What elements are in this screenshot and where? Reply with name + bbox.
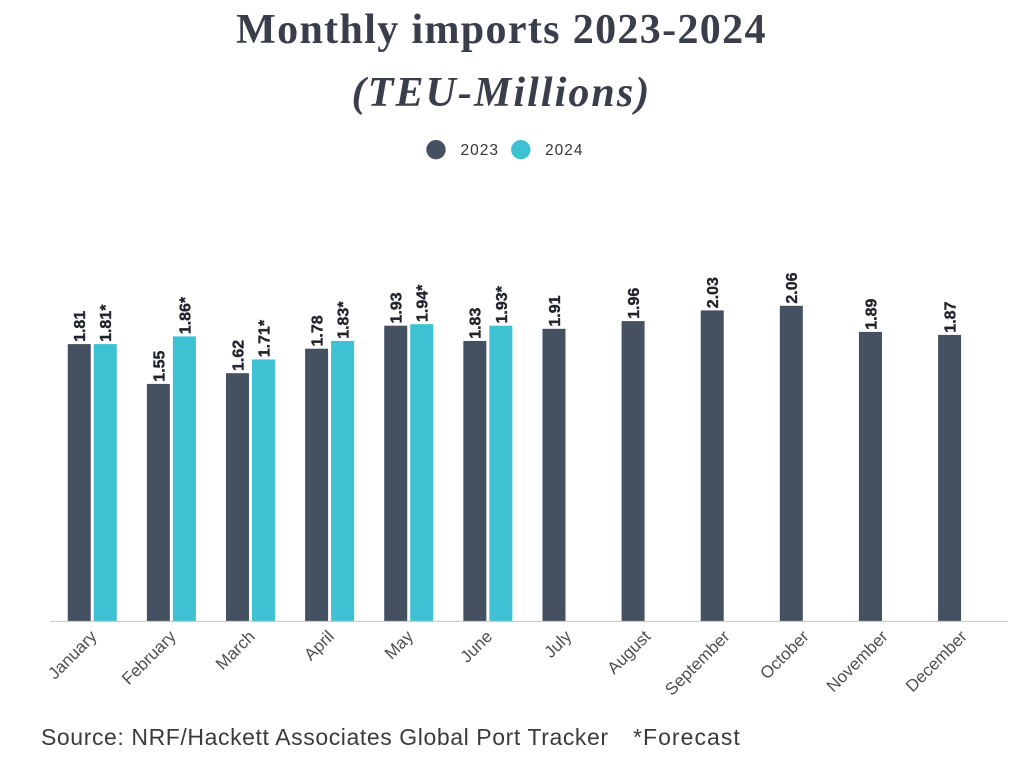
svg-text:Monthly imports 2023-2024: Monthly imports 2023-2024 [236,7,767,53]
svg-text:1.86*: 1.86* [177,296,194,334]
svg-text:1.93*: 1.93* [494,285,511,323]
svg-text:1.96: 1.96 [626,288,643,319]
svg-text:2.03: 2.03 [705,277,722,308]
svg-text:1.83: 1.83 [468,308,485,339]
svg-text:1.93: 1.93 [389,292,406,323]
svg-text:Source: NRF/Hackett Associates: Source: NRF/Hackett Associates Global Po… [41,724,609,750]
svg-text:2023: 2023 [461,142,499,159]
svg-text:1.81*: 1.81* [98,304,115,342]
svg-text:1.89: 1.89 [863,298,880,329]
svg-text:(TEU-Millions): (TEU-Millions) [352,70,652,116]
svg-text:1.83*: 1.83* [336,301,353,339]
svg-text:1.55: 1.55 [151,350,168,381]
svg-text:2024: 2024 [545,142,583,159]
svg-text:2.06: 2.06 [784,272,801,303]
svg-text:1.78: 1.78 [310,315,327,346]
svg-text:1.71*: 1.71* [256,319,273,357]
svg-text:1.87: 1.87 [942,301,959,332]
svg-text:1.91: 1.91 [547,295,564,326]
svg-text:1.94*: 1.94* [415,284,432,322]
svg-text:1.62: 1.62 [230,340,247,371]
svg-text:1.81: 1.81 [72,311,89,342]
svg-text:*Forecast: *Forecast [633,724,741,750]
